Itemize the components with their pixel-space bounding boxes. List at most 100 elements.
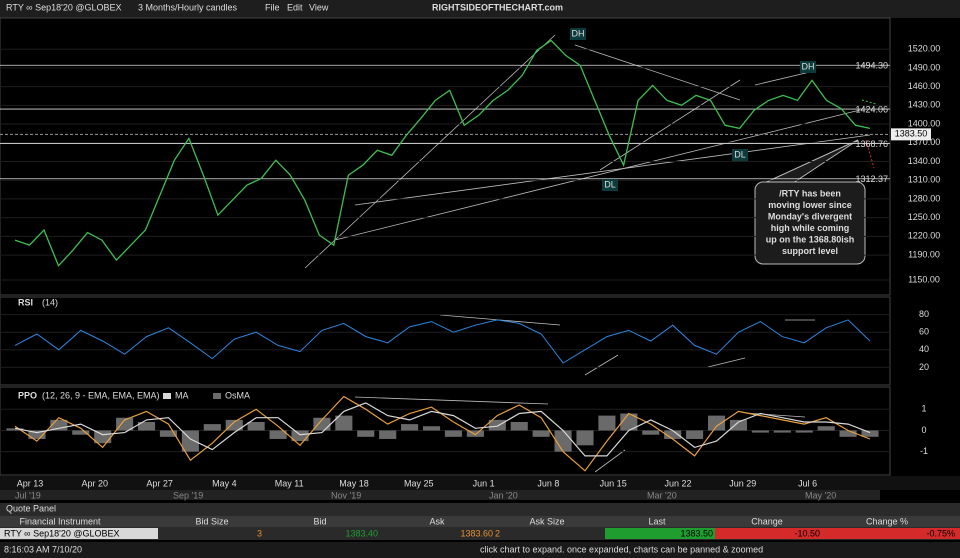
y-tick-label: 1280.00 (908, 193, 941, 203)
y-tick-label: 1490.00 (908, 62, 941, 72)
osma-bar (181, 430, 199, 452)
osma-bar (269, 430, 287, 439)
legend-label: MA (175, 390, 189, 400)
y-tick-label: 0 (921, 425, 926, 435)
osma-bar (225, 419, 243, 431)
osma-bar (751, 430, 769, 433)
callout-line: /RTY has been (779, 188, 841, 198)
time-label: Jun 15 (600, 478, 627, 488)
time-label: Jun 8 (537, 478, 559, 488)
quote-cell: 1383.60 (460, 528, 493, 538)
y-tick-label: 1460.00 (908, 81, 941, 91)
up-arrow (861, 99, 877, 105)
trend-line (594, 449, 626, 473)
callout-box (754, 181, 866, 265)
ppo-line (14, 395, 871, 472)
quote-cell: -0.75% (926, 528, 955, 538)
y-tick-label: 1250.00 (908, 212, 941, 222)
callout-line: moving lower since (768, 200, 852, 210)
osma-bar (28, 430, 46, 439)
osma-bar (422, 426, 441, 431)
y-tick-label: 1520.00 (908, 44, 941, 54)
osma-bar (401, 424, 419, 431)
osma-bar (532, 430, 550, 437)
osma-bar (357, 430, 375, 437)
trend-line (304, 34, 556, 269)
instrument-cell[interactable] (0, 528, 158, 539)
osma-bar (313, 417, 331, 431)
symbol[interactable]: RTY ∞ Sep18'20 @GLOBEX (6, 2, 122, 12)
pivot-label: DL (604, 179, 616, 189)
pivot-box (800, 61, 816, 73)
quote-cell: RTY ∞ Sep18'20 @GLOBEX (4, 528, 120, 538)
column-header: Bid Size (195, 516, 228, 526)
indicator-params: (12, 26, 9 - EMA, EMA, EMA) (42, 390, 160, 400)
trend-line (574, 44, 741, 101)
osma-bar (291, 430, 309, 442)
column-header: Change (751, 516, 783, 526)
legend-swatch (213, 393, 221, 399)
time-label: Jul 6 (798, 478, 817, 488)
quote-header (0, 516, 960, 527)
callout-line: support level (782, 246, 838, 256)
pivot-box (732, 149, 748, 161)
osma-bar (686, 430, 704, 439)
trend-lines (304, 34, 871, 473)
level-label: 1494.30 (855, 61, 888, 71)
time-label: May 18 (339, 478, 369, 488)
trend-line (584, 354, 619, 376)
quote-cell: 3 (257, 528, 262, 538)
overview-label: Jan '20 (489, 490, 518, 500)
trend-line (707, 357, 746, 368)
status-bar (0, 542, 960, 558)
y-tick-label: 40 (919, 344, 929, 354)
y-tick-label: 80 (919, 309, 929, 319)
menu-edit[interactable]: Edit (287, 2, 303, 12)
quote-cell: 1383.50 (680, 528, 713, 538)
legend-label: OsMA (225, 390, 250, 400)
status-time: 8:16:03 AM 7/10/20 (4, 544, 82, 554)
menu-view[interactable]: View (309, 2, 329, 12)
osma-bar (379, 430, 397, 439)
osma-bar (773, 430, 791, 433)
y-tick-label: 1 (921, 404, 926, 414)
last-price-label: 1383.50 (895, 129, 928, 139)
overview-label: Sep '19 (173, 490, 203, 500)
interval[interactable]: 3 Months/Hourly candles (138, 2, 238, 12)
osma-bar (116, 417, 134, 431)
time-label: May 25 (404, 478, 434, 488)
column-header: Ask (429, 516, 445, 526)
column-header: Last (648, 516, 666, 526)
y-tick-label: 1400.00 (908, 118, 941, 128)
pivot-label: DH (572, 28, 585, 38)
osma-bar (554, 430, 572, 452)
osma-bar (817, 426, 835, 431)
level-label: 1424.06 (855, 104, 888, 114)
time-label: May 4 (212, 478, 237, 488)
osma-bar (50, 419, 68, 431)
y-tick-label: 1310.00 (908, 175, 941, 185)
status-message: click chart to expand. once expanded, ch… (480, 544, 763, 554)
menu-file[interactable]: File (265, 2, 280, 12)
change-cell (715, 528, 960, 539)
osma-bar (247, 421, 265, 431)
ppo-line (14, 402, 871, 457)
quote-cell: 2 (495, 528, 500, 538)
y-tick-label: 1190.00 (908, 249, 940, 259)
osma-bar (203, 424, 221, 431)
trend-line (334, 109, 861, 241)
y-tick-label: 20 (919, 362, 929, 372)
osma-bar (598, 415, 616, 431)
legend-swatch (163, 393, 171, 399)
y-tick-label: 1370.00 (908, 137, 941, 147)
osma-bar (6, 428, 24, 431)
quote-cell: 1383.40 (345, 528, 378, 538)
column-header: Bid (313, 516, 326, 526)
callout-line: high while coming (771, 223, 850, 233)
quote-cell: -10.50 (794, 528, 820, 538)
trend-line (599, 79, 741, 171)
y-tick-label: -1 (920, 446, 928, 456)
overview-label: Jul '19 (15, 490, 41, 500)
osma-bar (335, 415, 353, 431)
